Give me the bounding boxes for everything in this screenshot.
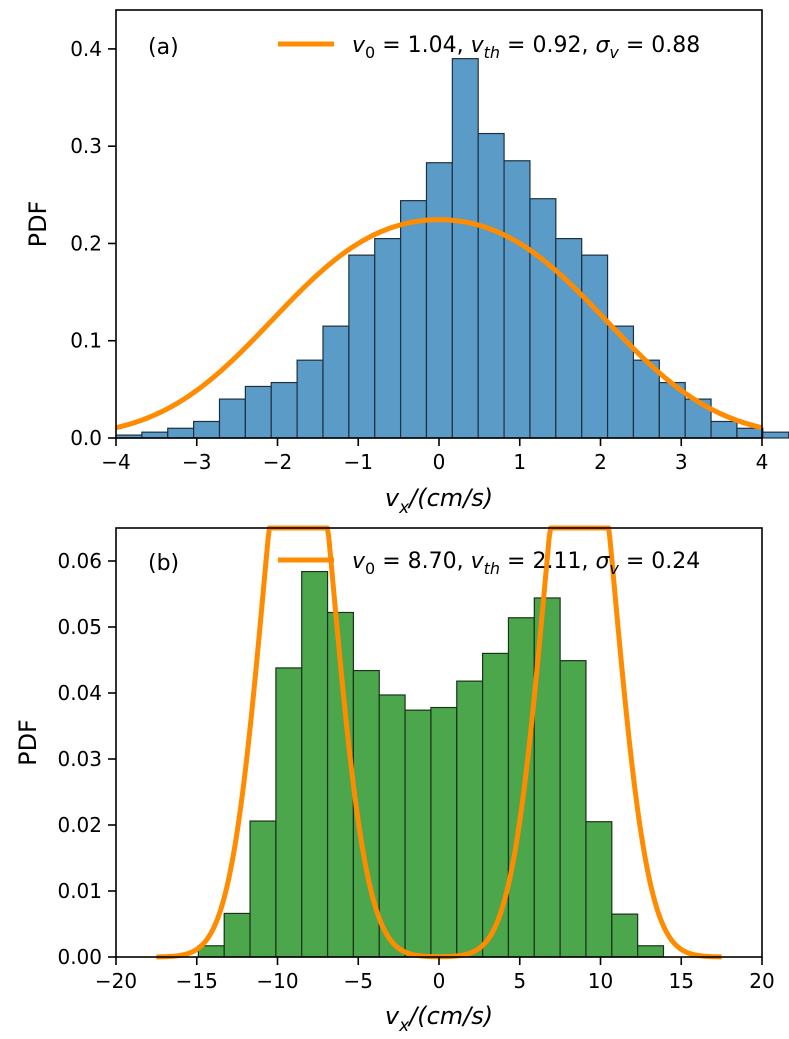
- y-tick-label: 0.3: [70, 134, 102, 158]
- panel-label: (b): [148, 551, 179, 576]
- x-tick-label: 20: [749, 969, 774, 993]
- histogram-bar: [223, 912, 251, 958]
- histogram-bar: [611, 913, 639, 958]
- histogram-bar: [482, 652, 510, 958]
- panel-a: −4 −3 −2 −1 0 1 2 3 4 0.0 0.1 0.2 0.3 0.4 PDF vx/(cm/s)…: [24, 9, 789, 518]
- x-axis: −20 −15 −10 −5 0 5 10 15 20: [95, 957, 775, 993]
- histogram-bar: [503, 160, 531, 439]
- histogram-bar: [581, 254, 609, 439]
- x-tick-label: −10: [256, 969, 298, 993]
- legend: v0 = 8.70, vth = 2.11, σv = 0.24: [278, 549, 700, 578]
- y-axis: 0.00 0.01 0.02 0.03 0.04 0.05 0.06: [57, 549, 116, 969]
- histogram-bar: [451, 58, 479, 439]
- y-tick-label: 0.05: [57, 615, 102, 639]
- x-tick-label: −2: [263, 450, 292, 474]
- y-tick-label: 0.01: [57, 879, 102, 903]
- x-axis: −4 −3 −2 −1 0 1 2 3 4: [101, 438, 768, 474]
- x-tick-label: 0: [433, 969, 446, 993]
- histogram-bar: [218, 398, 246, 439]
- histogram-bar: [585, 821, 613, 958]
- histogram-bar: [193, 420, 221, 439]
- histogram-bar: [425, 162, 453, 439]
- x-tick-label: −15: [176, 969, 218, 993]
- x-tick-label: 1: [513, 450, 526, 474]
- histogram-bar: [399, 200, 428, 439]
- histogram-bar: [296, 359, 324, 439]
- x-tick-label: 2: [594, 450, 607, 474]
- y-axis-title: PDF: [24, 201, 52, 248]
- histogram-bar: [404, 709, 432, 958]
- panel-b: −20 −15 −10 −5 0 5 10 15 200.000.010.020.030.040…: [14, 525, 775, 1036]
- x-tick-label: −4: [101, 450, 130, 474]
- histogram-bar: [244, 385, 272, 439]
- histogram-bars: [115, 58, 789, 439]
- histogram-bar: [637, 945, 665, 958]
- histogram-bar: [275, 667, 303, 958]
- x-tick-label: −20: [95, 969, 137, 993]
- histogram-bars: [197, 570, 665, 958]
- x-tick-label: 10: [588, 969, 613, 993]
- x-axis-title: vx/(cm/s): [385, 484, 493, 518]
- histogram-bar: [430, 706, 458, 958]
- y-tick-label: 0.2: [70, 231, 102, 255]
- histogram-bar: [456, 680, 484, 958]
- x-tick-label: 3: [675, 450, 688, 474]
- y-tick-label: 0.0: [70, 426, 102, 450]
- histogram-bar: [710, 420, 738, 439]
- legend: v0 = 1.04, vth = 0.92, σv = 0.88: [278, 33, 700, 62]
- histogram-bar: [348, 254, 376, 439]
- histogram-bar: [736, 427, 764, 439]
- histogram-bar: [529, 198, 557, 439]
- fit-curve: [115, 217, 763, 431]
- histogram-bar: [322, 325, 350, 439]
- y-tick-label: 0.03: [57, 747, 102, 771]
- histogram-bar: [167, 427, 195, 439]
- x-tick-label: 4: [756, 450, 769, 474]
- histogram-bar: [270, 381, 298, 439]
- y-tick-label: 0.02: [57, 813, 102, 837]
- histogram-bar: [555, 237, 583, 439]
- histogram-bar: [559, 660, 587, 958]
- x-tick-label: −3: [182, 450, 211, 474]
- histogram-bar: [477, 132, 505, 439]
- y-tick-label: 0.00: [57, 945, 102, 969]
- x-axis-title: vx/(cm/s): [385, 1002, 493, 1036]
- histogram-bar: [374, 237, 402, 439]
- histogram-bar: [249, 820, 277, 958]
- x-tick-label: −1: [344, 450, 373, 474]
- x-tick-label: 15: [669, 969, 694, 993]
- panel-label: (a): [148, 35, 179, 60]
- histogram-bar: [378, 694, 406, 958]
- x-tick-label: −5: [344, 969, 373, 993]
- legend-label: v0 = 8.70, vth = 2.11, σv = 0.24: [352, 549, 700, 578]
- histogram-bar: [762, 431, 789, 439]
- histogram-bar: [301, 570, 329, 958]
- y-tick-label: 0.06: [57, 549, 102, 573]
- y-axis-title: PDF: [14, 719, 42, 766]
- legend-label: v0 = 1.04, vth = 0.92, σv = 0.88: [352, 33, 700, 62]
- x-tick-label: 5: [513, 969, 526, 993]
- histogram-bar: [507, 617, 535, 958]
- histogram-bar: [141, 431, 169, 439]
- y-tick-label: 0.4: [70, 37, 102, 61]
- y-tick-label: 0.04: [57, 681, 102, 705]
- y-axis: 0.0 0.1 0.2 0.3 0.4: [70, 37, 116, 450]
- x-tick-label: 0: [433, 450, 446, 474]
- y-tick-label: 0.1: [70, 329, 102, 353]
